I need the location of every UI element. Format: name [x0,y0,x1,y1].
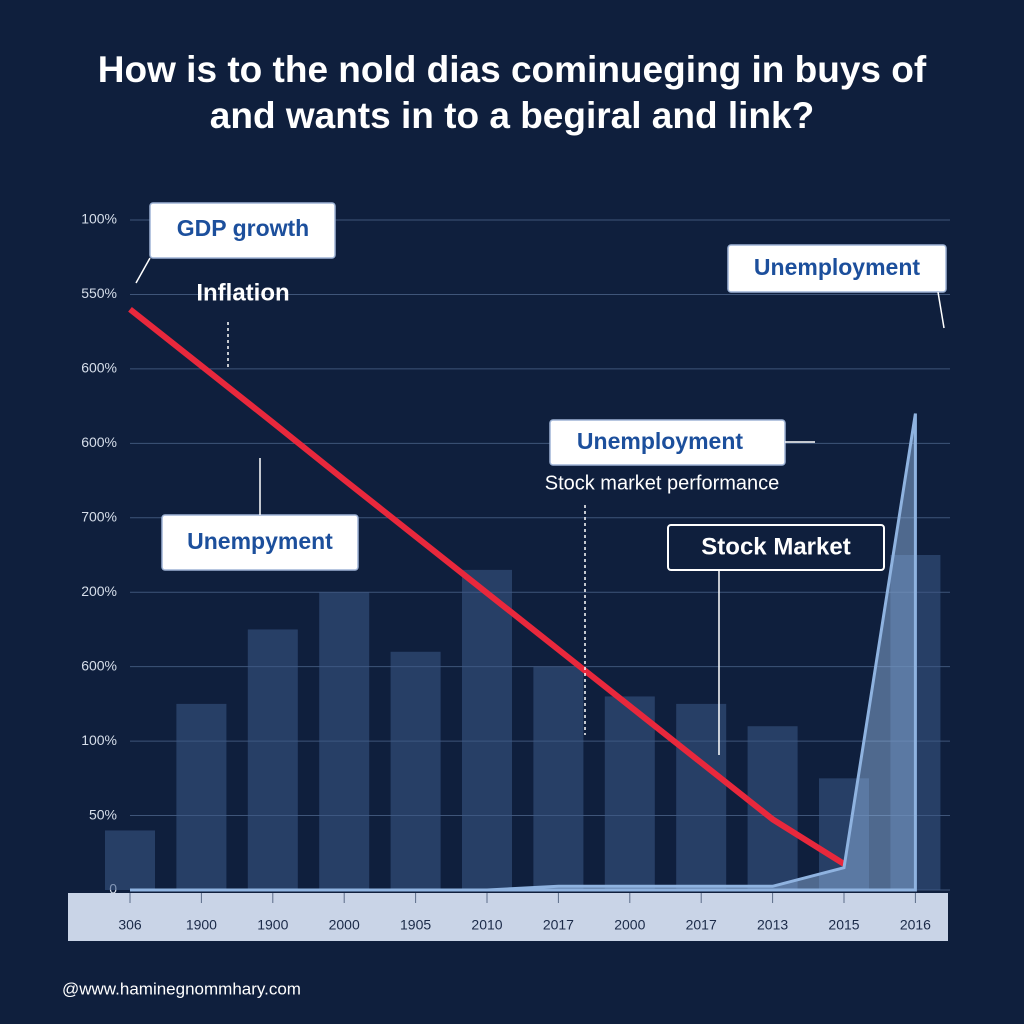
x-tick-label: 2017 [543,917,574,933]
x-tick-label: 1905 [400,917,431,933]
annotation-box [727,244,947,293]
chart-title: and wants in to a begiral and link? [210,95,814,136]
x-tick-label: 2010 [471,917,502,933]
bar [319,592,370,890]
x-tick-label: 306 [118,917,142,933]
y-tick-label: 100% [81,732,117,748]
bar [676,703,727,890]
y-tick-label: 700% [81,508,117,524]
x-tick-label: 2000 [329,917,360,933]
x-tick-label: 2016 [900,917,931,933]
bar [533,666,584,890]
bar [462,569,512,890]
plot: 050%100%600%200%700%600%600%550%100%3061… [81,211,950,933]
annotation: Stock Market [701,533,850,560]
annotation: Stock market performance [545,472,780,494]
y-tick-label: 600% [81,434,117,450]
annotations: GDP growth Inflation Unemployment Unempl… [135,202,947,755]
x-tick-label: 2017 [686,917,717,933]
x-tick-label: 2013 [757,917,788,933]
x-tick-label: 1900 [186,917,217,933]
annotation: Unemployment [577,428,743,454]
annotation: Inflation [196,279,289,306]
annotation-box [667,524,885,571]
x-axis-band [68,893,948,941]
y-tick-label: 600% [81,657,117,673]
bar [247,629,298,890]
bar [176,703,227,890]
line [128,306,846,867]
y-tick-label: 200% [81,583,117,599]
arrow [135,257,151,284]
x-tick-label: 2015 [828,917,859,933]
source: @www.haminegnommhary.com [62,979,301,998]
arrow [937,291,945,329]
bar [105,830,155,890]
chart-title: How is to the nold dias cominueging in b… [98,49,927,90]
annotation: GDP growth [177,215,309,241]
annotation: Unempyment [187,528,333,554]
x-tick-label: 2000 [614,917,645,933]
bar [604,696,655,890]
y-tick-label: 50% [89,806,117,822]
x-tick-label: 1900 [257,917,288,933]
annotation: Unemployment [754,254,920,280]
y-tick-label: 550% [81,285,117,301]
annotation-box [149,202,336,259]
bar [390,651,441,890]
y-tick-label: 600% [81,360,117,376]
area [130,413,917,892]
y-tick-label: 100% [81,211,117,227]
